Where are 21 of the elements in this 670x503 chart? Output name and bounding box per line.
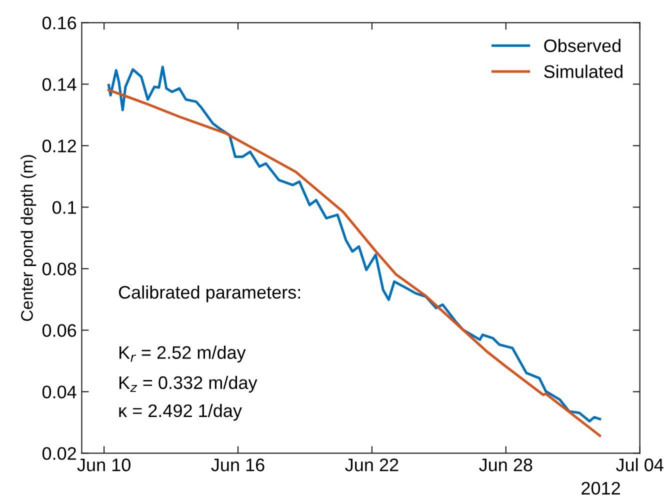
y-tick-label: 0.08 bbox=[42, 262, 76, 276]
annotation: Calibrated parameters: bbox=[118, 285, 300, 302]
y-axis-title: Center pond depth (m) bbox=[20, 155, 36, 321]
x-tick-label: Jul 04 bbox=[616, 458, 664, 472]
y-tick-label: 0.04 bbox=[42, 386, 76, 398]
y-tick-label: 0.14 bbox=[42, 78, 76, 91]
y-tick-label: 0.1 bbox=[52, 201, 76, 214]
x-tick-label: Jun 10 bbox=[77, 458, 130, 472]
annotation: K$_{z}$ = 0.332 m/day bbox=[120, 376, 258, 393]
x-tick-label: Jun 28 bbox=[479, 458, 532, 472]
y-tick-label: 0.12 bbox=[42, 140, 76, 152]
legend-label: Simulated bbox=[544, 64, 622, 78]
y-tick-label: 0.02 bbox=[42, 447, 76, 460]
legend-label: Observed bbox=[544, 38, 620, 52]
x-tick-label: Jun 22 bbox=[345, 458, 398, 472]
x-tick-label: Jun 16 bbox=[211, 458, 264, 472]
y-tick-label: 0.16 bbox=[42, 16, 76, 30]
annotation: K$_{r}$ = 2.52 m/day bbox=[120, 346, 246, 363]
y-tick-label: 0.06 bbox=[42, 324, 76, 337]
annotation: κ = 2.492 1/day bbox=[119, 404, 242, 421]
text: 2012 bbox=[582, 482, 620, 495]
